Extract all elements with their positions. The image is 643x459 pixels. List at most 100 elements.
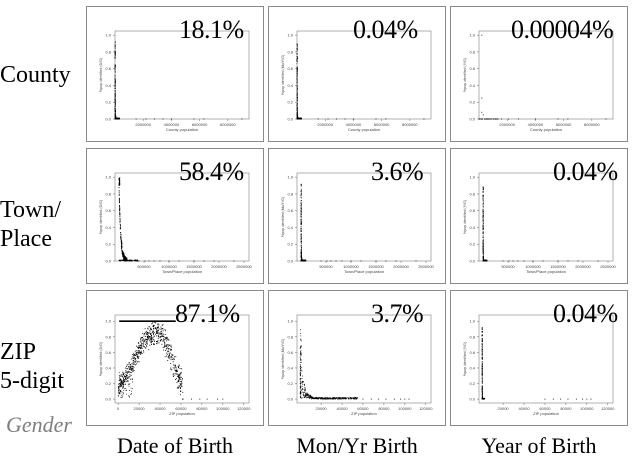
row-label-county-line: County bbox=[0, 62, 71, 88]
data-point bbox=[131, 372, 132, 374]
plot-frame bbox=[478, 314, 614, 404]
data-point bbox=[120, 381, 122, 383]
y-axis-label: %pop identified (Mo/Y/G) bbox=[281, 55, 285, 95]
data-point bbox=[119, 384, 121, 386]
data-point bbox=[297, 117, 299, 119]
data-point bbox=[523, 260, 525, 262]
data-point bbox=[174, 369, 176, 371]
data-point bbox=[114, 64, 116, 66]
data-point bbox=[346, 397, 348, 399]
data-point bbox=[351, 398, 352, 400]
data-point bbox=[298, 118, 300, 120]
data-point bbox=[170, 349, 172, 351]
data-point bbox=[482, 198, 484, 200]
data-point bbox=[343, 397, 345, 399]
data-point bbox=[133, 355, 135, 357]
data-point bbox=[300, 223, 302, 225]
data-point bbox=[300, 245, 302, 247]
data-point bbox=[378, 398, 380, 400]
data-point bbox=[130, 260, 132, 262]
data-point bbox=[484, 259, 486, 261]
y-tick-label: 0.2 bbox=[287, 100, 293, 105]
data-point bbox=[482, 243, 484, 245]
data-point bbox=[116, 118, 118, 119]
scatter-panel-county-dob: 0.0 0.2 0.4 0.6 0.8 1.0 2000000 4000000 6000000 8… bbox=[86, 6, 264, 142]
row-label-town-place: Town/ Place bbox=[0, 196, 82, 254]
data-point bbox=[354, 397, 356, 398]
data-point bbox=[542, 260, 544, 262]
y-axis-label: %pop identified (Y/G) bbox=[463, 342, 467, 376]
data-point bbox=[299, 356, 301, 358]
data-point bbox=[482, 226, 484, 228]
data-point bbox=[344, 398, 346, 400]
data-point bbox=[482, 235, 484, 237]
data-point bbox=[485, 118, 487, 120]
data-point bbox=[140, 347, 142, 349]
data-point bbox=[300, 352, 302, 354]
data-point bbox=[296, 63, 298, 65]
data-point bbox=[170, 352, 172, 354]
data-point bbox=[162, 336, 163, 338]
scatter-plot-svg: 0.00.20.40.60.81.00 20000 40000 60000 80000 1… bbox=[99, 314, 251, 416]
data-point bbox=[147, 327, 149, 329]
x-tick-label: 2500000 bbox=[418, 264, 434, 269]
data-point bbox=[156, 330, 158, 332]
data-point bbox=[484, 260, 485, 262]
data-point bbox=[143, 342, 145, 344]
data-point bbox=[128, 368, 130, 370]
data-point bbox=[121, 252, 123, 254]
data-point bbox=[300, 244, 302, 246]
data-point bbox=[126, 372, 128, 374]
data-point bbox=[300, 385, 302, 387]
data-point bbox=[121, 380, 123, 382]
data-point bbox=[180, 376, 182, 378]
data-point bbox=[300, 397, 301, 399]
data-point bbox=[481, 349, 483, 351]
data-point bbox=[482, 214, 484, 216]
data-point bbox=[119, 179, 120, 181]
data-point bbox=[482, 228, 484, 230]
data-points bbox=[299, 329, 410, 400]
data-point bbox=[114, 65, 116, 67]
data-point bbox=[325, 398, 327, 400]
data-point bbox=[154, 327, 156, 328]
data-point bbox=[493, 118, 494, 120]
data-point bbox=[300, 393, 302, 395]
data-point bbox=[296, 87, 298, 89]
data-point bbox=[300, 254, 302, 256]
data-point bbox=[300, 354, 302, 355]
data-point bbox=[127, 383, 129, 385]
plot-frame bbox=[478, 30, 614, 120]
data-point bbox=[481, 385, 483, 387]
data-point bbox=[119, 200, 120, 202]
x-tick-label: 80000 bbox=[196, 406, 208, 411]
data-point bbox=[119, 218, 121, 220]
data-point bbox=[181, 372, 182, 374]
data-point bbox=[308, 395, 309, 397]
data-point bbox=[296, 109, 298, 110]
x-axis-label: County population bbox=[530, 127, 562, 132]
data-point bbox=[159, 328, 161, 330]
data-point bbox=[311, 396, 313, 398]
data-point bbox=[301, 249, 302, 251]
data-point bbox=[120, 375, 121, 377]
y-tick-label: 0.0 bbox=[105, 117, 111, 122]
data-point bbox=[296, 79, 298, 81]
data-point bbox=[306, 393, 308, 395]
data-point bbox=[481, 334, 483, 336]
y-tick-label: 0.2 bbox=[105, 100, 111, 105]
data-point bbox=[121, 241, 123, 243]
data-point bbox=[125, 379, 127, 380]
data-point bbox=[126, 260, 128, 261]
data-point bbox=[482, 222, 484, 223]
x-tick-label: 60000 bbox=[357, 406, 369, 411]
data-point bbox=[300, 259, 302, 261]
data-point bbox=[300, 195, 302, 197]
data-point bbox=[122, 396, 124, 398]
data-point bbox=[300, 345, 301, 347]
data-point bbox=[141, 348, 143, 350]
data-point bbox=[298, 118, 299, 120]
data-point bbox=[495, 118, 497, 120]
data-point bbox=[300, 346, 302, 348]
